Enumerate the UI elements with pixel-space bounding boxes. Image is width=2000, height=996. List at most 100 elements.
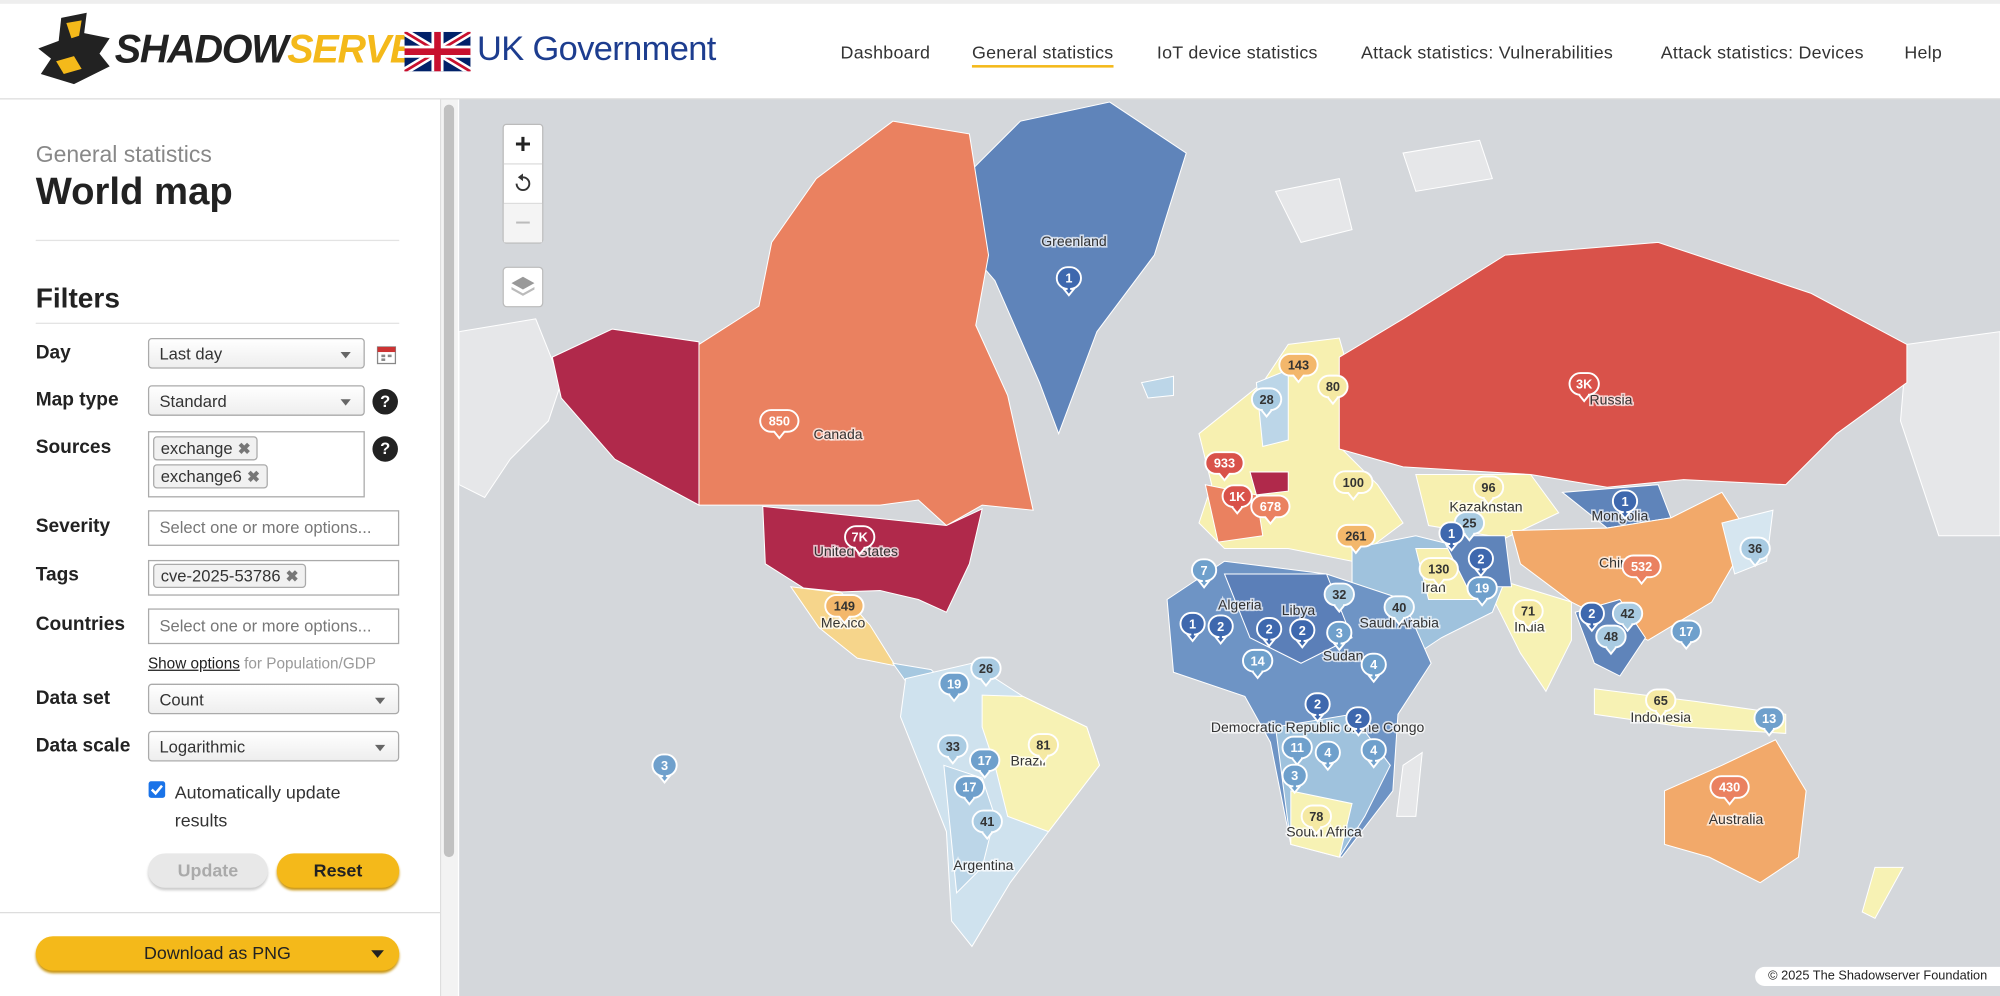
source-tag[interactable]: exchange ✖ bbox=[153, 436, 259, 461]
logo[interactable]: SHADOWSERVER bbox=[115, 27, 444, 73]
zoom-in[interactable]: + bbox=[503, 125, 543, 165]
marker[interactable]: 17 bbox=[1670, 619, 1702, 651]
checkbox[interactable] bbox=[148, 781, 166, 799]
marker[interactable]: 100 bbox=[1333, 470, 1374, 501]
severity-input[interactable]: Select one or more options... bbox=[147, 510, 400, 546]
tags-input[interactable]: cve-2025-53786 ✖ bbox=[147, 559, 400, 596]
marker-label: 25 bbox=[1462, 516, 1476, 531]
partner-name[interactable]: UK Government bbox=[477, 29, 716, 68]
marker[interactable]: 678 bbox=[1250, 494, 1291, 526]
download-button[interactable]: Download as PNG bbox=[35, 936, 400, 971]
marker[interactable]: 17 bbox=[969, 748, 1001, 779]
marker[interactable]: 80 bbox=[1317, 374, 1349, 406]
zoom-out[interactable]: − bbox=[503, 204, 543, 243]
help-icon[interactable]: ? bbox=[372, 389, 398, 415]
nav-link[interactable]: Help bbox=[1904, 42, 1943, 63]
help-icon[interactable]: ? bbox=[372, 436, 398, 462]
marker[interactable]: 41 bbox=[971, 809, 1003, 841]
map-type-select[interactable]: Standard bbox=[147, 385, 365, 416]
marker[interactable]: 36 bbox=[1739, 536, 1771, 568]
calendar-icon[interactable] bbox=[376, 344, 397, 365]
marker[interactable]: 96 bbox=[1472, 475, 1505, 506]
nav-link[interactable]: Dashboard bbox=[840, 42, 931, 63]
marker[interactable]: 13 bbox=[1753, 706, 1785, 737]
scrollbar-thumb[interactable] bbox=[443, 104, 455, 858]
marker[interactable]: 11 bbox=[1281, 735, 1313, 767]
marker[interactable]: 2 bbox=[1289, 618, 1316, 649]
marker[interactable]: 7K bbox=[844, 525, 876, 556]
marker[interactable]: 14 bbox=[1242, 648, 1274, 680]
marker-pin bbox=[1360, 738, 1387, 769]
marker[interactable]: 2 bbox=[1256, 617, 1283, 648]
marker[interactable]: 4 bbox=[1360, 738, 1387, 769]
marker[interactable]: 2 bbox=[1467, 546, 1494, 578]
day-select[interactable]: Last day bbox=[147, 338, 365, 369]
marker[interactable]: 149 bbox=[824, 594, 865, 625]
nav-link[interactable]: General statistics bbox=[971, 42, 1114, 68]
dropdown-arrow[interactable] bbox=[371, 950, 384, 958]
marker-label: 130 bbox=[1428, 562, 1449, 577]
layers-button[interactable] bbox=[502, 266, 544, 308]
marker[interactable]: 2 bbox=[1207, 614, 1234, 646]
marker[interactable]: 850 bbox=[759, 409, 800, 440]
marker[interactable]: 19 bbox=[1466, 576, 1498, 607]
marker[interactable]: 2 bbox=[1304, 692, 1331, 723]
marker[interactable]: 33 bbox=[937, 734, 969, 765]
marker[interactable]: 1 bbox=[1055, 266, 1082, 297]
source-tag[interactable]: exchange6 ✖ bbox=[153, 464, 268, 489]
marker-label: 1 bbox=[1189, 616, 1196, 631]
marker[interactable]: 3 bbox=[1326, 620, 1353, 652]
marker[interactable]: 7 bbox=[1191, 558, 1218, 589]
marker[interactable]: 2 bbox=[1578, 601, 1605, 633]
marker[interactable]: 71 bbox=[1512, 599, 1544, 630]
marker[interactable]: 4 bbox=[1360, 652, 1387, 684]
nav-link[interactable]: IoT device statistics bbox=[1156, 42, 1318, 63]
marker[interactable]: 28 bbox=[1251, 387, 1283, 418]
remove-icon[interactable]: ✖ bbox=[285, 567, 299, 586]
tag[interactable]: cve-2025-53786 ✖ bbox=[153, 563, 307, 589]
marker[interactable]: 48 bbox=[1595, 624, 1627, 656]
marker-label: 28 bbox=[1259, 392, 1273, 407]
marker[interactable]: 3 bbox=[1281, 763, 1308, 795]
marker[interactable]: 17 bbox=[953, 775, 985, 806]
marker[interactable]: 19 bbox=[938, 671, 970, 703]
marker[interactable]: 4 bbox=[1314, 740, 1341, 772]
marker[interactable]: 1K bbox=[1221, 484, 1253, 515]
marker[interactable]: 1 bbox=[1179, 611, 1206, 643]
countries-input[interactable]: Select one or more options... bbox=[147, 608, 400, 645]
marker[interactable]: 42 bbox=[1612, 601, 1644, 633]
sources-input[interactable]: exchange ✖ exchange6 ✖ bbox=[147, 431, 365, 498]
marker[interactable]: 1 bbox=[1612, 489, 1638, 521]
marker[interactable]: 261 bbox=[1335, 523, 1376, 555]
marker-label: 17 bbox=[978, 753, 992, 768]
reset-button[interactable]: Reset bbox=[276, 853, 400, 888]
data-scale-select[interactable]: Logarithmic bbox=[147, 730, 400, 762]
nav-link[interactable]: Attack statistics: Vulnerabilities bbox=[1360, 42, 1614, 63]
marker[interactable]: 130 bbox=[1418, 557, 1459, 588]
marker[interactable]: 78 bbox=[1300, 804, 1332, 836]
marker[interactable]: 65 bbox=[1645, 688, 1677, 720]
marker[interactable]: 3 bbox=[651, 753, 678, 785]
marker[interactable]: 1 bbox=[1438, 521, 1465, 552]
remove-icon[interactable]: ✖ bbox=[246, 468, 260, 486]
remove-icon[interactable]: ✖ bbox=[237, 440, 251, 458]
marker[interactable]: 40 bbox=[1383, 595, 1415, 626]
data-set-select[interactable]: Count bbox=[147, 683, 400, 715]
marker[interactable]: 933 bbox=[1204, 451, 1245, 482]
marker[interactable]: 26 bbox=[970, 656, 1002, 688]
marker[interactable]: 3K bbox=[1568, 372, 1600, 403]
marker[interactable]: 532 bbox=[1621, 554, 1662, 586]
nav-link[interactable]: Attack statistics: Devices bbox=[1660, 42, 1864, 63]
checkbox-label[interactable]: Automatically update results bbox=[174, 781, 341, 831]
marker-label: 1 bbox=[1621, 494, 1628, 509]
marker[interactable]: 32 bbox=[1323, 582, 1355, 614]
marker[interactable]: 143 bbox=[1278, 352, 1319, 384]
update-button[interactable]: Update bbox=[147, 853, 268, 888]
marker[interactable]: 81 bbox=[1027, 733, 1059, 764]
marker[interactable]: 430 bbox=[1709, 775, 1750, 806]
options-link[interactable]: Show options bbox=[147, 654, 240, 673]
marker[interactable]: 2 bbox=[1345, 706, 1372, 737]
reset-view[interactable] bbox=[503, 165, 543, 205]
